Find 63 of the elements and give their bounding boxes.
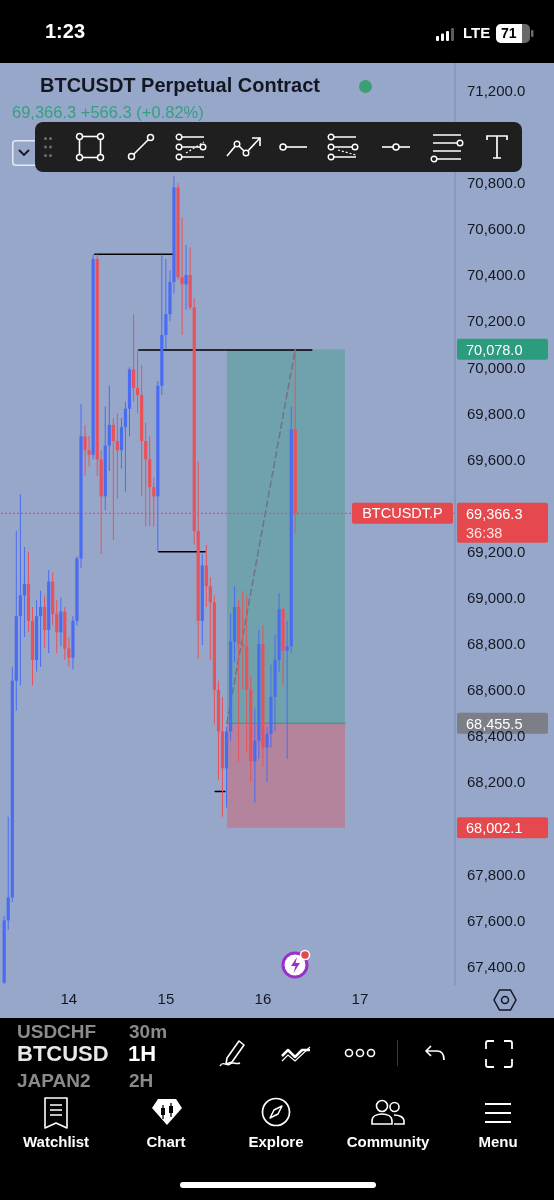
text: Chart [146, 1133, 186, 1150]
text: 36:38 [466, 524, 503, 541]
x-tick-label: 17 [351, 989, 369, 1007]
text: Community [346, 1133, 430, 1150]
x-tick-label: 14 [60, 989, 78, 1007]
text: USDCHF [17, 1021, 97, 1042]
y-tick-label: 67,600.0 [467, 911, 526, 929]
candlestick [67, 636, 71, 668]
text: 30m [129, 1021, 168, 1042]
candlestick [83, 424, 87, 477]
ref-line-label: BTCUSDT.P [362, 505, 443, 522]
text: 2H [129, 1070, 154, 1091]
candlestick [204, 544, 208, 608]
candlestick [107, 385, 111, 472]
text: JAPAN2 [17, 1070, 91, 1091]
x-tick-label: 15 [157, 989, 175, 1007]
candlestick [184, 244, 188, 311]
text: 71 [501, 25, 517, 41]
candlestick [18, 493, 22, 686]
y-tick-label: 68,200.0 [467, 773, 526, 791]
candlestick [38, 590, 43, 668]
text: 1:23 [45, 20, 86, 42]
y-tick-label: 70,800.0 [467, 174, 526, 192]
y-tick-label: 68,800.0 [467, 635, 526, 653]
text: BTCUSDT Perpetual Contract [40, 74, 321, 96]
candlestick [59, 597, 63, 647]
candlestick [208, 576, 212, 661]
y-tick-label: 69,000.0 [467, 589, 526, 607]
candlestick [135, 349, 140, 414]
candlestick [131, 313, 136, 403]
candlestick [6, 816, 10, 931]
y-tick-label: 70,200.0 [467, 312, 526, 330]
text: 69,366.3 +566.3 (+0.82%) [12, 103, 204, 121]
candlestick [144, 422, 148, 527]
x-tick-label: 16 [254, 989, 272, 1007]
candlestick [115, 412, 119, 500]
y-tick-label: 70,600.0 [467, 220, 526, 238]
candlestick [285, 620, 289, 760]
candlestick [123, 401, 128, 493]
text: LTE [463, 24, 491, 41]
candlestick [152, 477, 156, 527]
text: 1H [128, 1041, 157, 1066]
y-tick-label: 69,800.0 [467, 404, 526, 422]
candlestick [43, 594, 47, 649]
text: 69,366.3 [466, 505, 523, 522]
y-tick-label: 67,400.0 [467, 957, 526, 975]
text: Menu [478, 1133, 518, 1150]
text: Watchlist [22, 1133, 90, 1150]
text: 68,002.1 [466, 820, 523, 837]
candlestick [111, 417, 115, 541]
candlestick [164, 258, 168, 350]
y-tick-label: 71,200.0 [467, 81, 526, 99]
y-tick-label: 70,400.0 [467, 266, 526, 284]
y-tick-label: 70,000.0 [467, 358, 526, 376]
y-tick-label: 68,600.0 [467, 681, 526, 699]
y-tick-label: 69,200.0 [467, 542, 526, 560]
candlestick [119, 417, 124, 470]
y-tick-label: 67,800.0 [467, 865, 526, 883]
text: BTCUSD [17, 1041, 109, 1066]
candlestick [55, 599, 59, 654]
text: 70,078.0 [466, 341, 523, 358]
y-tick-label: 69,600.0 [467, 450, 526, 468]
text: Explore [248, 1133, 304, 1150]
